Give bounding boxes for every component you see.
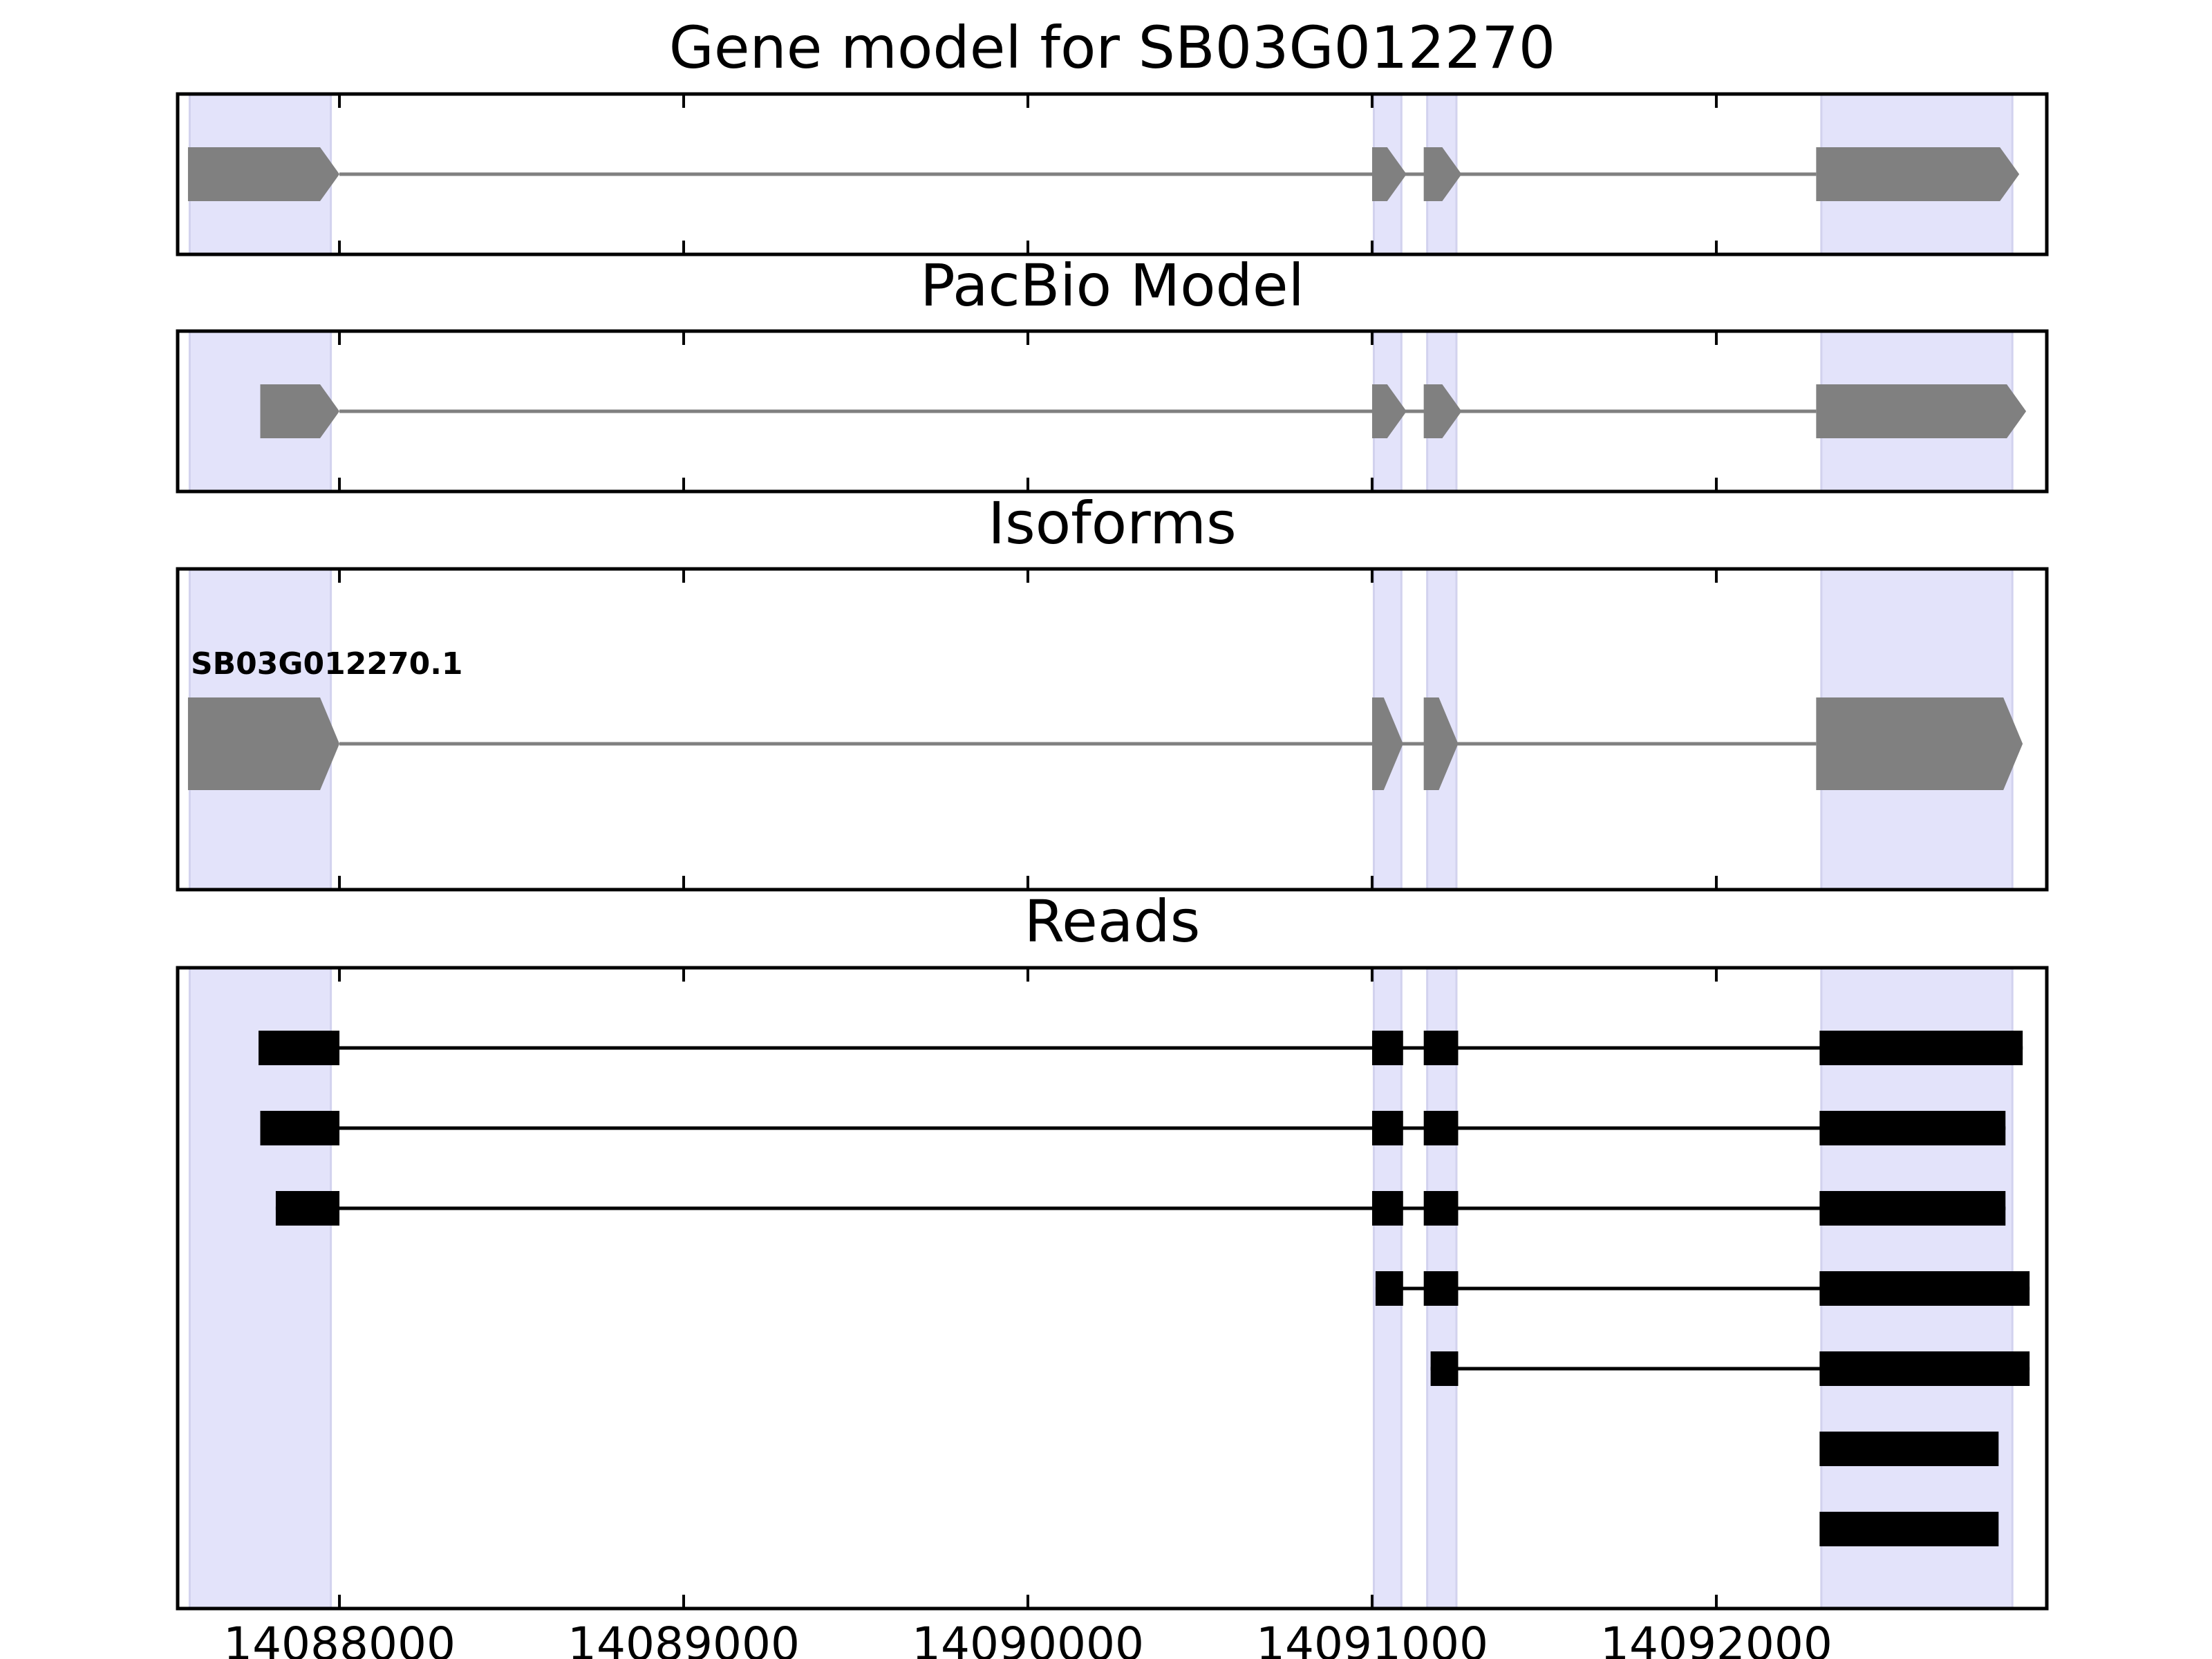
exon-0 [187,147,340,201]
read-5 [1819,1432,1999,1466]
exon-2 [1423,697,1459,790]
read-4 [1430,1351,2030,1386]
panel-frame [176,966,2049,1611]
read-exon-1 [1423,1271,1459,1306]
read-exon-2 [1423,1191,1459,1226]
exon-2 [1423,384,1462,438]
x-tick-label: 14092000 [1600,1618,1833,1659]
read-exon-2 [1423,1031,1459,1065]
panel-gene-model [176,92,2049,256]
read-6 [1819,1512,1999,1546]
exon-3 [1816,697,2023,790]
panel-title-reads: Reads [1024,888,1201,955]
panel-frame [176,567,2049,892]
exon-0 [260,384,340,438]
read-exon-2 [1423,1111,1459,1145]
panel-title-isoforms: Isoforms [988,489,1237,557]
read-exon-0 [259,1031,340,1065]
read-2 [275,1191,2006,1226]
panel-frame [176,92,2049,256]
read-exon-0 [1430,1351,1459,1386]
exon-3 [1816,147,2020,201]
read-exon-0 [260,1111,340,1145]
exon-2 [1423,147,1462,201]
exon-1 [1371,384,1407,438]
x-tick-label: 14088000 [223,1618,456,1659]
read-exon-1 [1371,1111,1403,1145]
highlight-region-0 [188,966,332,1610]
panel-reads [176,966,2049,1611]
x-tick-label: 14091000 [1256,1618,1488,1659]
x-tick-label: 14090000 [912,1618,1144,1659]
panel-frame [176,329,2049,494]
panel-isoforms: SB03G012270.1 [176,567,2049,892]
read-exon-0 [275,1191,340,1226]
read-exon-1 [1371,1031,1403,1065]
read-exon-0 [1375,1271,1403,1306]
exon-1 [1371,147,1407,201]
exon-0 [187,697,340,790]
read-1 [260,1111,2006,1145]
read-exon-3 [1819,1111,2006,1145]
read-exon-1 [1371,1191,1403,1226]
read-0 [259,1031,2023,1065]
panel-pacbio-model [176,329,2049,494]
read-exon-0 [1819,1432,1999,1466]
exon-1 [1371,697,1403,790]
read-exon-0 [1819,1512,1999,1546]
read-3 [1375,1271,2030,1306]
panel-title-gene-model: Gene model for SB03G012270 [669,14,1555,82]
exon-3 [1816,384,2027,438]
read-exon-3 [1819,1191,2006,1226]
read-exon-1 [1819,1351,2030,1386]
isoform-label: SB03G012270.1 [191,646,463,682]
read-exon-2 [1819,1271,2030,1306]
x-tick-label: 14089000 [568,1618,800,1659]
panel-title-pacbio-model: PacBio Model [920,252,1304,319]
read-exon-3 [1819,1031,2023,1065]
